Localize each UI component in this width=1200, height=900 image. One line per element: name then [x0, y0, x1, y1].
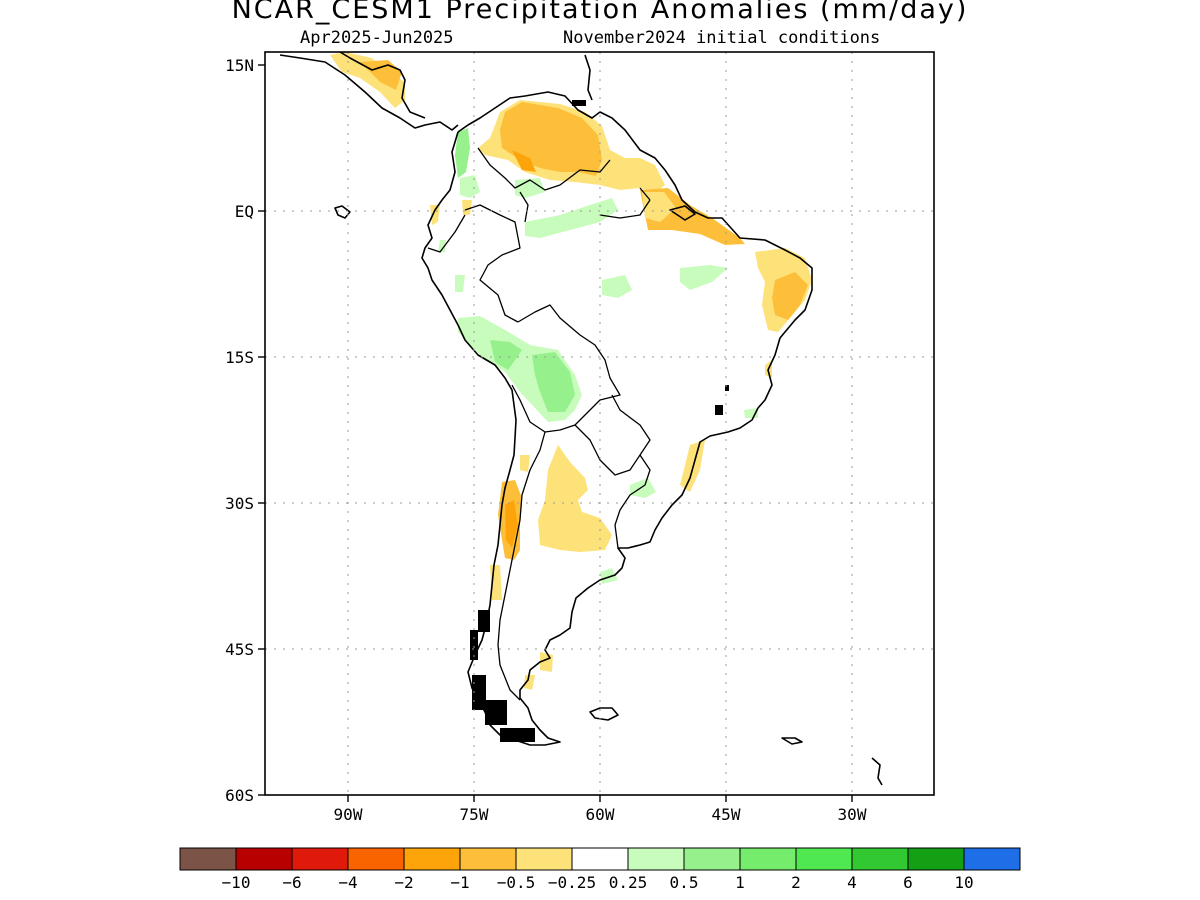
colorbar: −10 −6 −4 −2 −1 −0.5 −0.25 0.25 0.5 1 2 4 6 10: [179, 847, 1021, 892]
colorbar-label: 2: [791, 873, 801, 892]
colorbar-swatch: [291, 847, 349, 871]
colorbar-swatch: [683, 847, 741, 871]
colorbar-swatch: [179, 847, 237, 871]
coastlines: [279, 52, 883, 786]
caribbean-island: [584, 54, 593, 101]
colorbar-swatch: [459, 847, 517, 871]
lat-label: 60S: [225, 786, 254, 805]
colorbar-label: 1: [735, 873, 745, 892]
colorbar-swatch: [403, 847, 461, 871]
colorbar-label: 0.25: [609, 873, 648, 892]
lon-label: 60W: [586, 805, 615, 824]
colorbar-swatch: [627, 847, 685, 871]
lon-label: 30W: [838, 805, 867, 824]
central-america-north-coast: [339, 52, 426, 119]
chart-title: NCAR_CESM1 Precipitation Anomalies (mm/d…: [231, 0, 969, 25]
lat-label: 30S: [225, 494, 254, 513]
graticule: [265, 52, 934, 795]
initial-conditions: November2024 initial conditions: [563, 28, 881, 48]
anomaly-shading: [330, 52, 812, 690]
marajo: [669, 205, 696, 221]
colorbar-swatch: [235, 847, 293, 871]
galapagos: [334, 205, 351, 219]
colorbar-label: −10: [222, 873, 251, 892]
colorbar-swatch: [851, 847, 909, 871]
falklands: [589, 707, 619, 721]
forecast-period: Apr2025-Jun2025: [300, 28, 454, 48]
country-borders: [427, 147, 651, 701]
colorbar-swatch: [347, 847, 405, 871]
south-georgia: [781, 737, 803, 745]
longitude-labels: 90W 75W 60W 45W 30W: [334, 805, 867, 824]
colorbar-label: −1: [450, 873, 469, 892]
sandwich-islands: [871, 757, 883, 786]
colorbar-label: −0.25: [548, 873, 596, 892]
colorbar-label: 0.5: [670, 873, 699, 892]
colorbar-label: −4: [338, 873, 357, 892]
colorbar-swatch: [739, 847, 797, 871]
lon-label: 45W: [712, 805, 741, 824]
latitude-labels: 15N EQ 15S 30S 45S 60S: [225, 56, 254, 805]
colorbar-swatch: [963, 847, 1021, 871]
island-clusters: [470, 100, 729, 742]
colorbar-swatch: [571, 847, 629, 871]
lon-label: 75W: [460, 805, 489, 824]
colorbar-label: 4: [847, 873, 857, 892]
colorbar-swatch: [907, 847, 965, 871]
colorbar-label: −0.5: [497, 873, 536, 892]
south-america-coast: [421, 91, 813, 746]
lat-label: 15S: [225, 348, 254, 367]
lat-label: EQ: [235, 202, 254, 221]
colorbar-label: −6: [282, 873, 301, 892]
axis-ticks: [258, 64, 853, 802]
colorbar-label: 6: [903, 873, 913, 892]
central-america-coast: [279, 54, 459, 131]
colorbar-swatch: [795, 847, 853, 871]
lat-label: 45S: [225, 640, 254, 659]
colorbar-label: −2: [394, 873, 413, 892]
colorbar-label: 10: [954, 873, 973, 892]
colorbar-swatch: [515, 847, 573, 871]
lat-label: 15N: [225, 56, 254, 75]
lon-label: 90W: [334, 805, 363, 824]
